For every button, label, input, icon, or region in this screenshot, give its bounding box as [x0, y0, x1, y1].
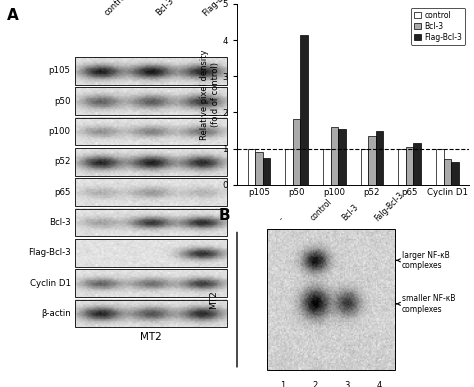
Text: Bcl-3: Bcl-3 — [49, 218, 71, 227]
Text: p65: p65 — [54, 188, 71, 197]
Text: p100: p100 — [48, 127, 71, 136]
Text: Flag-Bcl-3: Flag-Bcl-3 — [28, 248, 71, 257]
Bar — [413, 143, 421, 185]
Bar — [361, 149, 368, 185]
Text: MT2: MT2 — [210, 290, 218, 309]
Text: -: - — [277, 214, 285, 223]
Bar — [406, 147, 413, 185]
Text: p50: p50 — [54, 97, 71, 106]
Text: Falg-Bcl-3: Falg-Bcl-3 — [373, 190, 405, 223]
Text: control: control — [309, 197, 334, 223]
Bar — [330, 127, 338, 185]
Text: 1: 1 — [281, 382, 286, 387]
Bar — [444, 159, 451, 185]
Text: 3: 3 — [344, 382, 350, 387]
Bar — [301, 34, 308, 185]
Text: 4: 4 — [376, 382, 382, 387]
Text: smaller NF-κB
complexes: smaller NF-κB complexes — [396, 294, 456, 313]
Bar — [398, 149, 406, 185]
Text: β-actin: β-actin — [41, 309, 71, 318]
Text: control: control — [103, 0, 130, 18]
Y-axis label: Relative pixel density
(fold of control): Relative pixel density (fold of control) — [201, 49, 219, 140]
Text: Bcl-3: Bcl-3 — [154, 0, 176, 18]
Bar — [368, 136, 376, 185]
Text: MT2: MT2 — [140, 332, 162, 342]
Bar — [436, 149, 444, 185]
Bar — [293, 119, 301, 185]
Text: Bcl-3: Bcl-3 — [341, 203, 361, 223]
Bar — [338, 129, 346, 185]
Text: Flag-Bcl-3: Flag-Bcl-3 — [201, 0, 237, 18]
Bar — [263, 158, 270, 185]
Text: A: A — [7, 8, 18, 23]
Text: B: B — [219, 208, 230, 223]
Bar — [323, 149, 330, 185]
Bar — [376, 130, 383, 185]
Text: Cyclin D1: Cyclin D1 — [29, 279, 71, 288]
Text: 2: 2 — [312, 382, 318, 387]
Text: p105: p105 — [48, 66, 71, 75]
Text: p52: p52 — [54, 158, 71, 166]
Legend: control, Bcl-3, Flag-Bcl-3: control, Bcl-3, Flag-Bcl-3 — [411, 8, 465, 45]
Bar — [255, 152, 263, 185]
Bar — [285, 149, 293, 185]
Bar — [451, 163, 459, 185]
Bar — [247, 149, 255, 185]
Text: larger NF-κB
complexes: larger NF-κB complexes — [396, 251, 450, 270]
